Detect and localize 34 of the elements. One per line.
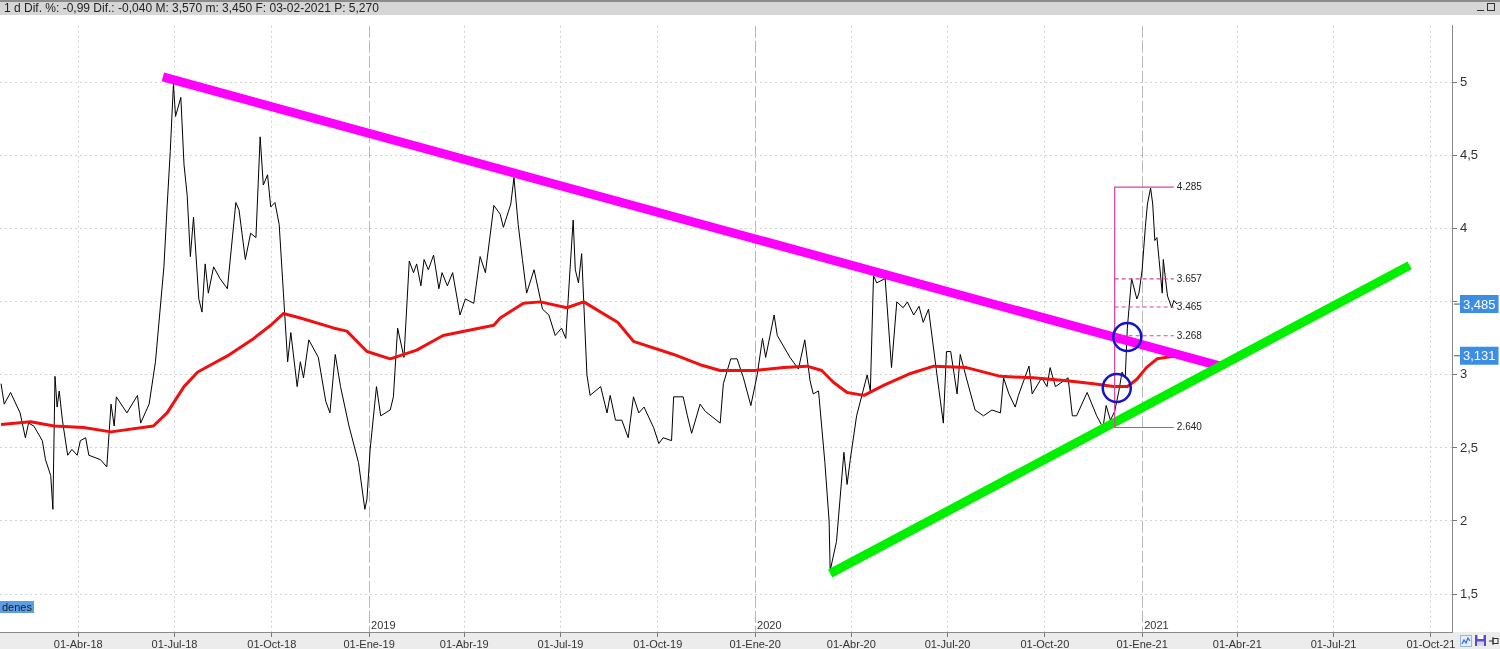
chart-title: 1 d Dif. %: -0,99 Dif.: -0,040 M: 3,570 m: 3,450 F: 03-02-2021 P: 5,270 [4,1,379,15]
text: 3,131 [1463,348,1496,364]
y-tick-label: 4 [1460,220,1468,236]
annotation: 2021 [1144,618,1169,631]
data-label: 3.465 [1176,300,1203,312]
x-tick-label: 01-Abr-20 [826,637,876,649]
x-tick-label: 01-Ene-20 [729,637,781,649]
data-label: 4.285 [1176,180,1203,192]
annotation: 2020 [757,618,782,631]
y-tick-label: 2 [1460,512,1468,528]
tab-button: denes [0,601,34,613]
x-tick-label: 01-Ene-21 [1116,637,1168,649]
data-label: 2.640 [1176,421,1203,433]
data-label: 3.657 [1176,272,1203,284]
data-label: 3.268 [1176,329,1203,341]
text: 3,485 [1463,296,1496,312]
x-tick-label: 01-Jul-19 [537,637,584,649]
x-tick-label: 01-Jul-21 [1310,637,1357,649]
x-tick-label: 01-Jul-20 [924,637,971,649]
x-tick-label: 01-Oct-19 [633,637,683,649]
x-tick-label: 01-Ene-19 [343,637,395,649]
x-tick-label: 01-Oct-21 [1406,637,1456,649]
y-tick-label: 2,5 [1460,439,1479,455]
y-tick-label: 4,5 [1460,147,1479,163]
x-tick-label: 01-Abr-19 [439,637,489,649]
x-tick-label: 01-Abr-18 [53,637,103,649]
x-tick-label: 01-Jul-18 [151,637,198,649]
annotation: 2019 [371,618,396,631]
y-tick-label: 3 [1460,366,1468,382]
x-tick-label: 01-Abr-21 [1212,637,1262,649]
x-tick-label: 01-Oct-20 [1020,637,1070,649]
x-tick-label: 01-Oct-18 [247,637,297,649]
y-tick-label: 5 [1460,74,1468,90]
y-tick-label: 1,5 [1460,585,1479,601]
